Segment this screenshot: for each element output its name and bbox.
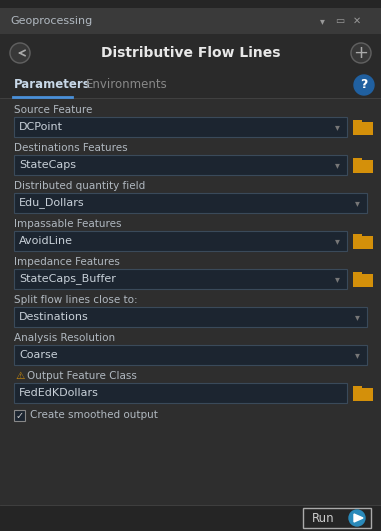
Text: Distributive Flow Lines: Distributive Flow Lines (101, 46, 281, 60)
FancyBboxPatch shape (353, 120, 362, 124)
FancyBboxPatch shape (353, 160, 373, 173)
Circle shape (10, 43, 30, 63)
FancyBboxPatch shape (353, 158, 362, 162)
FancyBboxPatch shape (353, 272, 362, 276)
Polygon shape (354, 514, 363, 522)
Text: ⚠: ⚠ (15, 371, 24, 381)
FancyBboxPatch shape (353, 234, 362, 238)
Text: Run: Run (312, 511, 334, 525)
Circle shape (351, 43, 371, 63)
FancyBboxPatch shape (14, 231, 347, 251)
Text: Impassable Features: Impassable Features (14, 219, 122, 229)
Text: +: + (354, 44, 368, 62)
FancyBboxPatch shape (353, 236, 373, 249)
FancyBboxPatch shape (303, 508, 371, 528)
FancyBboxPatch shape (14, 155, 347, 175)
FancyBboxPatch shape (14, 193, 367, 213)
Text: AvoidLine: AvoidLine (19, 236, 73, 246)
FancyBboxPatch shape (14, 383, 347, 403)
Text: ▾: ▾ (320, 16, 325, 26)
FancyBboxPatch shape (14, 307, 367, 327)
Text: StateCaps_Buffer: StateCaps_Buffer (19, 273, 116, 285)
FancyBboxPatch shape (0, 505, 381, 531)
Text: Environments: Environments (86, 79, 168, 91)
Text: ▾: ▾ (335, 274, 339, 284)
Text: ▭: ▭ (335, 16, 345, 26)
Text: DCPoint: DCPoint (19, 122, 63, 132)
Text: Output Feature Class: Output Feature Class (27, 371, 137, 381)
FancyBboxPatch shape (14, 117, 347, 137)
Text: ▾: ▾ (335, 160, 339, 170)
Text: ▾: ▾ (355, 350, 359, 360)
FancyBboxPatch shape (353, 274, 373, 287)
Text: ▾: ▾ (355, 198, 359, 208)
Text: Split flow lines close to:: Split flow lines close to: (14, 295, 138, 305)
Text: Destinations: Destinations (19, 312, 89, 322)
Circle shape (349, 510, 365, 526)
FancyBboxPatch shape (353, 388, 373, 401)
Text: Analysis Resolution: Analysis Resolution (14, 333, 115, 343)
FancyBboxPatch shape (353, 122, 373, 135)
Text: Edu_Dollars: Edu_Dollars (19, 198, 85, 209)
FancyBboxPatch shape (0, 72, 381, 98)
Text: StateCaps: StateCaps (19, 160, 76, 170)
Text: FedEdKDollars: FedEdKDollars (19, 388, 99, 398)
Text: ✓: ✓ (16, 410, 24, 421)
Text: ▾: ▾ (335, 236, 339, 246)
Text: Geoprocessing: Geoprocessing (10, 16, 92, 26)
Text: Parameters: Parameters (14, 79, 91, 91)
Text: ▾: ▾ (335, 122, 339, 132)
Text: ▾: ▾ (355, 312, 359, 322)
Text: Impedance Features: Impedance Features (14, 257, 120, 267)
Text: Create smoothed output: Create smoothed output (30, 410, 158, 421)
FancyBboxPatch shape (14, 410, 25, 421)
FancyBboxPatch shape (14, 269, 347, 289)
Circle shape (354, 75, 374, 95)
Text: Distributed quantity field: Distributed quantity field (14, 181, 145, 191)
FancyBboxPatch shape (0, 8, 381, 34)
FancyBboxPatch shape (0, 0, 381, 8)
Text: Source Feature: Source Feature (14, 105, 92, 115)
FancyBboxPatch shape (0, 34, 381, 72)
FancyBboxPatch shape (353, 386, 362, 390)
Text: Coarse: Coarse (19, 350, 58, 360)
FancyBboxPatch shape (14, 345, 367, 365)
Text: ✕: ✕ (353, 16, 361, 26)
Text: ?: ? (360, 79, 368, 91)
Text: Destinations Features: Destinations Features (14, 143, 128, 153)
